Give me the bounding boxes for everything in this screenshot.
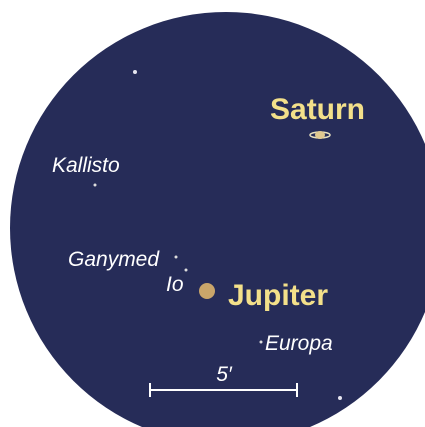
planet-label: Saturn xyxy=(270,93,365,126)
moon-label: Kallisto xyxy=(52,154,120,177)
page: Saturn Jupiter Kallisto Ganymed Io Europ… xyxy=(0,0,425,427)
sky-view: Saturn Jupiter Kallisto Ganymed Io Europ… xyxy=(0,0,425,427)
star xyxy=(133,70,137,74)
planet-label: Jupiter xyxy=(228,279,328,312)
scale-label: 5′ xyxy=(216,363,233,386)
moon-label: Europa xyxy=(265,332,333,355)
moon-dot xyxy=(94,184,97,187)
moon-label: Ganymed xyxy=(68,248,160,271)
moon-label: Io xyxy=(166,273,184,296)
jupiter-disk xyxy=(199,283,215,299)
moon-dot xyxy=(260,341,263,344)
moon-dot xyxy=(185,269,188,272)
star xyxy=(338,396,342,400)
moon-dot xyxy=(175,256,178,259)
